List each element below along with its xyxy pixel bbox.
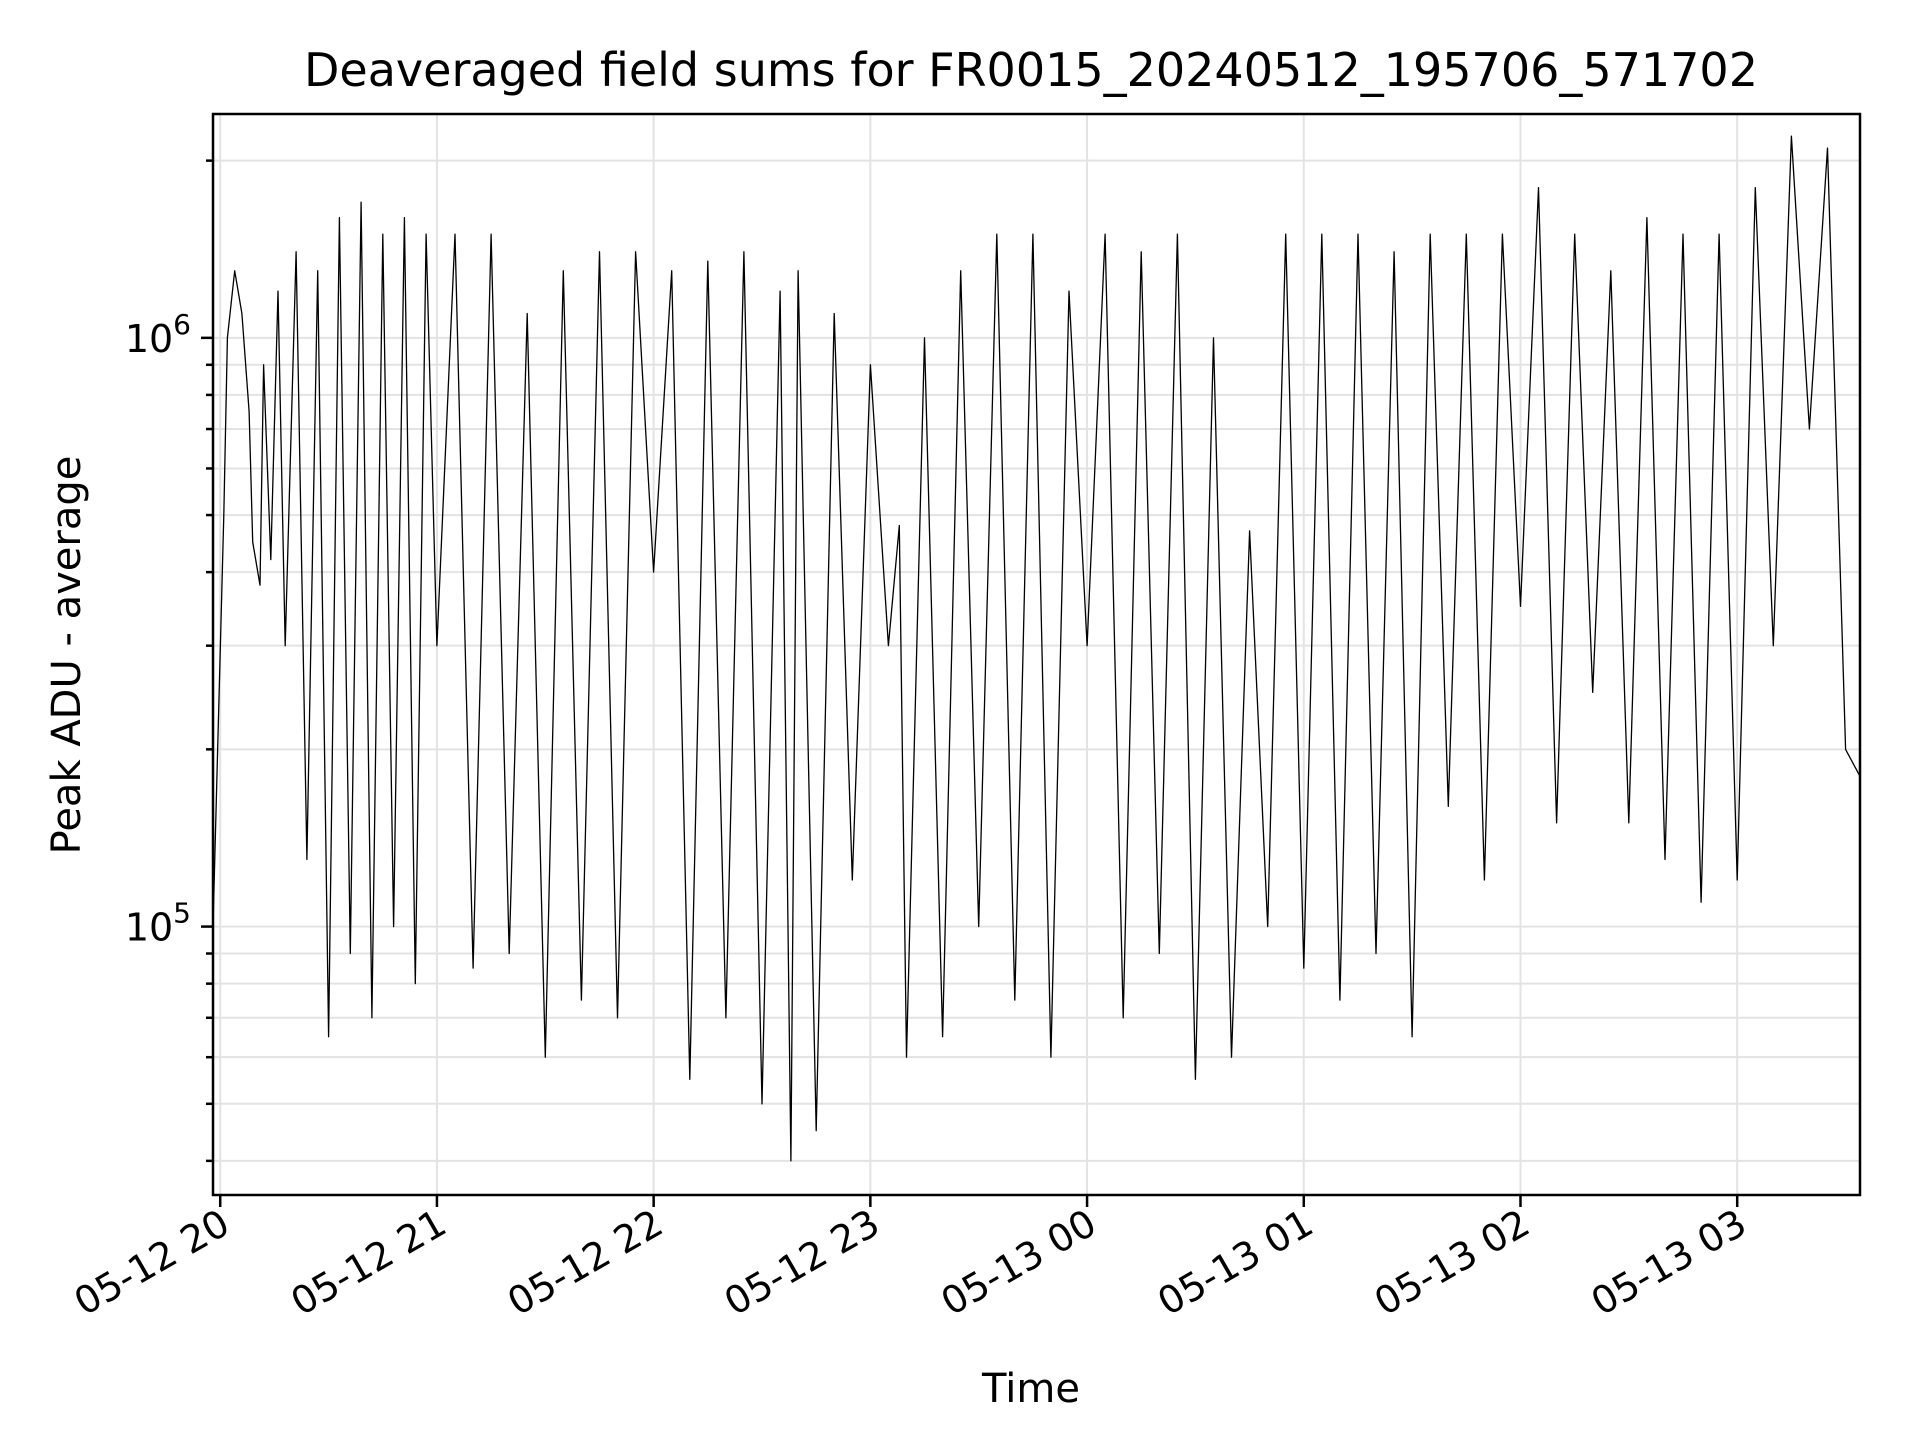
series-layer <box>212 135 1861 1162</box>
y-axis-label: Peak ADU - average <box>44 456 90 855</box>
y-tick-label: 105 <box>125 897 191 950</box>
series-line <box>212 135 1861 1162</box>
x-axis-label: Time <box>981 1366 1080 1412</box>
chart-title: Deaveraged field sums for FR0015_2024051… <box>304 43 1758 97</box>
y-tick-label: 106 <box>125 308 191 361</box>
y-axis: 105 106 <box>125 159 213 1163</box>
plot-frame <box>211 112 1862 1197</box>
